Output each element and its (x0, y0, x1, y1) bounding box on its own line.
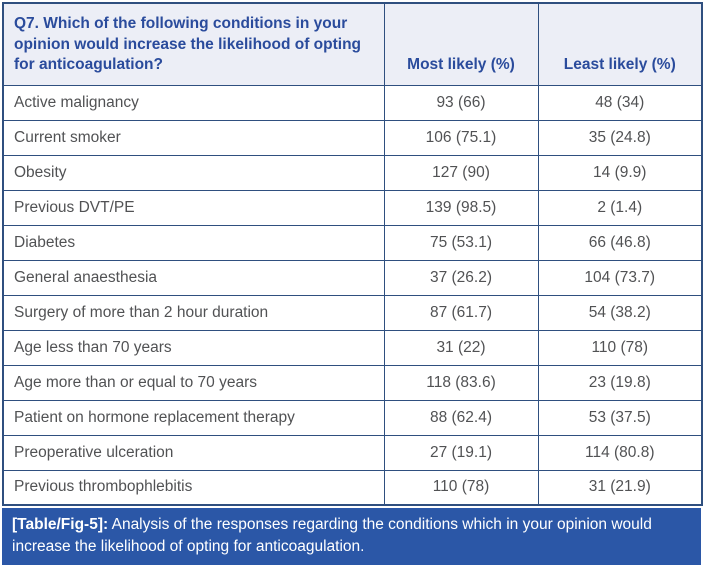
row-most-likely-value: 139 (98.5) (383, 189, 539, 226)
row-least-likely-value: 14 (9.9) (537, 154, 703, 191)
row-most-likely-value: 88 (62.4) (383, 399, 539, 436)
row-condition-label: General anaesthesia (2, 259, 385, 296)
col-header-least-likely: Least likely (%) (537, 2, 703, 86)
row-least-likely-value: 110 (78) (537, 329, 703, 366)
row-condition-label: Diabetes (2, 224, 385, 261)
q7-conditions-table: Q7. Which of the following conditions in… (2, 2, 703, 506)
row-least-likely-value: 66 (46.8) (537, 224, 703, 261)
row-least-likely-value: 31 (21.9) (537, 469, 703, 506)
row-condition-label: Age more than or equal to 70 years (2, 364, 385, 401)
table-row: Current smoker 106 (75.1) 35 (24.8) (2, 119, 703, 156)
row-condition-label: Age less than 70 years (2, 329, 385, 366)
table-row: General anaesthesia 37 (26.2) 104 (73.7) (2, 259, 703, 296)
table-caption-text: Analysis of the responses regarding the … (12, 516, 652, 555)
row-most-likely-value: 37 (26.2) (383, 259, 539, 296)
row-most-likely-value: 106 (75.1) (383, 119, 539, 156)
row-condition-label: Obesity (2, 154, 385, 191)
table-header-row: Q7. Which of the following conditions in… (2, 2, 703, 86)
row-least-likely-value: 114 (80.8) (537, 434, 703, 471)
table-row: Previous thrombophlebitis 110 (78) 31 (21.… (2, 469, 703, 506)
row-least-likely-value: 54 (38.2) (537, 294, 703, 331)
row-most-likely-value: 75 (53.1) (383, 224, 539, 261)
row-condition-label: Current smoker (2, 119, 385, 156)
row-least-likely-value: 23 (19.8) (537, 364, 703, 401)
row-most-likely-value: 127 (90) (383, 154, 539, 191)
row-most-likely-value: 110 (78) (383, 469, 539, 506)
row-least-likely-value: 53 (37.5) (537, 399, 703, 436)
row-least-likely-value: 48 (34) (537, 84, 703, 121)
row-condition-label: Preoperative ulceration (2, 434, 385, 471)
table-row: Obesity 127 (90) 14 (9.9) (2, 154, 703, 191)
row-most-likely-value: 118 (83.6) (383, 364, 539, 401)
table-row: Age less than 70 years 31 (22) 110 (78) (2, 329, 703, 366)
row-most-likely-value: 87 (61.7) (383, 294, 539, 331)
row-least-likely-value: 35 (24.8) (537, 119, 703, 156)
row-most-likely-value: 27 (19.1) (383, 434, 539, 471)
row-least-likely-value: 104 (73.7) (537, 259, 703, 296)
table-row: Diabetes 75 (53.1) 66 (46.8) (2, 224, 703, 261)
table-caption: [Table/Fig-5]: Analysis of the responses… (2, 508, 701, 566)
table-row: Surgery of more than 2 hour duration 87 (… (2, 294, 703, 331)
row-condition-label: Surgery of more than 2 hour duration (2, 294, 385, 331)
table-header: Q7. Which of the following conditions in… (2, 2, 703, 86)
row-condition-label: Previous thrombophlebitis (2, 469, 385, 506)
table-caption-label: [Table/Fig-5]: (12, 516, 109, 533)
table-row: Preoperative ulceration 27 (19.1) 114 (80.… (2, 434, 703, 471)
table-row: Patient on hormone replacement therapy 88… (2, 399, 703, 436)
table-body: Active malignancy 93 (66) 48 (34) Current s… (2, 84, 703, 506)
table-row: Age more than or equal to 70 years 118 (8… (2, 364, 703, 401)
row-least-likely-value: 2 (1.4) (537, 189, 703, 226)
col-header-most-likely: Most likely (%) (383, 2, 539, 86)
row-most-likely-value: 93 (66) (383, 84, 539, 121)
row-condition-label: Patient on hormone replacement therapy (2, 399, 385, 436)
table-row: Active malignancy 93 (66) 48 (34) (2, 84, 703, 121)
row-most-likely-value: 31 (22) (383, 329, 539, 366)
table-question-header: Q7. Which of the following conditions in… (2, 2, 385, 86)
table-row: Previous DVT/PE 139 (98.5) 2 (1.4) (2, 189, 703, 226)
row-condition-label: Previous DVT/PE (2, 189, 385, 226)
row-condition-label: Active malignancy (2, 84, 385, 121)
